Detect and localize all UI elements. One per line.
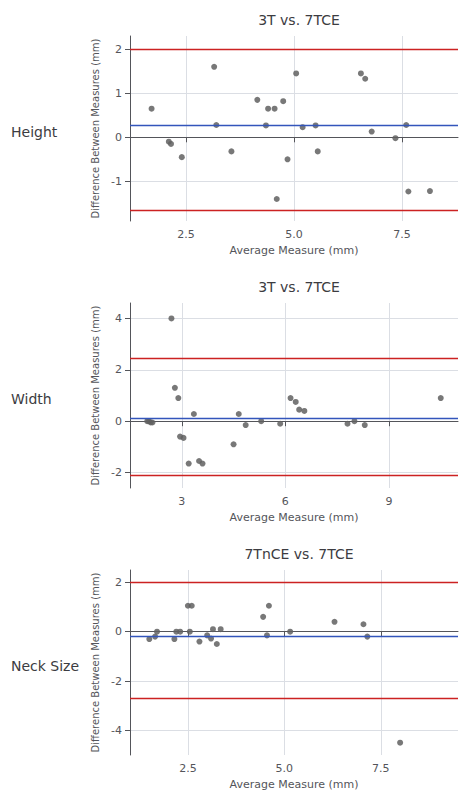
svg-text:0: 0: [115, 415, 122, 428]
svg-text:Neck Size: Neck Size: [11, 658, 79, 674]
svg-text:9: 9: [385, 495, 392, 508]
svg-text:Difference Between Measures (m: Difference Between Measures (mm): [90, 38, 101, 218]
svg-text:-2: -2: [111, 675, 122, 688]
svg-text:-4: -4: [111, 724, 122, 737]
svg-text:Width: Width: [11, 391, 52, 407]
svg-text:1: 1: [115, 87, 122, 100]
svg-text:3T vs. 7TCE: 3T vs. 7TCE: [258, 12, 340, 28]
svg-text:Difference Between Measures (m: Difference Between Measures (mm): [90, 572, 101, 752]
svg-text:5.0: 5.0: [285, 228, 303, 241]
svg-text:2: 2: [115, 43, 122, 56]
svg-text:7.5: 7.5: [393, 228, 411, 241]
svg-text:Difference Between Measures (m: Difference Between Measures (mm): [90, 305, 101, 485]
svg-text:6: 6: [282, 495, 289, 508]
svg-text:Average Measure (mm): Average Measure (mm): [230, 244, 359, 257]
svg-text:2: 2: [115, 576, 122, 589]
svg-text:0: 0: [115, 131, 122, 144]
svg-text:Average Measure (mm): Average Measure (mm): [230, 778, 359, 791]
svg-text:7.5: 7.5: [372, 762, 390, 775]
svg-text:7TnCE vs. 7TCE: 7TnCE vs. 7TCE: [244, 546, 353, 562]
svg-text:4: 4: [115, 312, 122, 325]
svg-text:2.5: 2.5: [177, 228, 195, 241]
svg-text:2.5: 2.5: [179, 762, 197, 775]
svg-text:3T vs. 7TCE: 3T vs. 7TCE: [258, 279, 340, 295]
svg-text:0: 0: [115, 625, 122, 638]
svg-text:3: 3: [178, 495, 185, 508]
svg-text:Height: Height: [11, 124, 58, 140]
svg-text:-1: -1: [111, 175, 122, 188]
svg-text:5.0: 5.0: [276, 762, 294, 775]
svg-text:Average Measure (mm): Average Measure (mm): [230, 511, 359, 524]
svg-text:-2: -2: [111, 466, 122, 479]
svg-text:2: 2: [115, 363, 122, 376]
